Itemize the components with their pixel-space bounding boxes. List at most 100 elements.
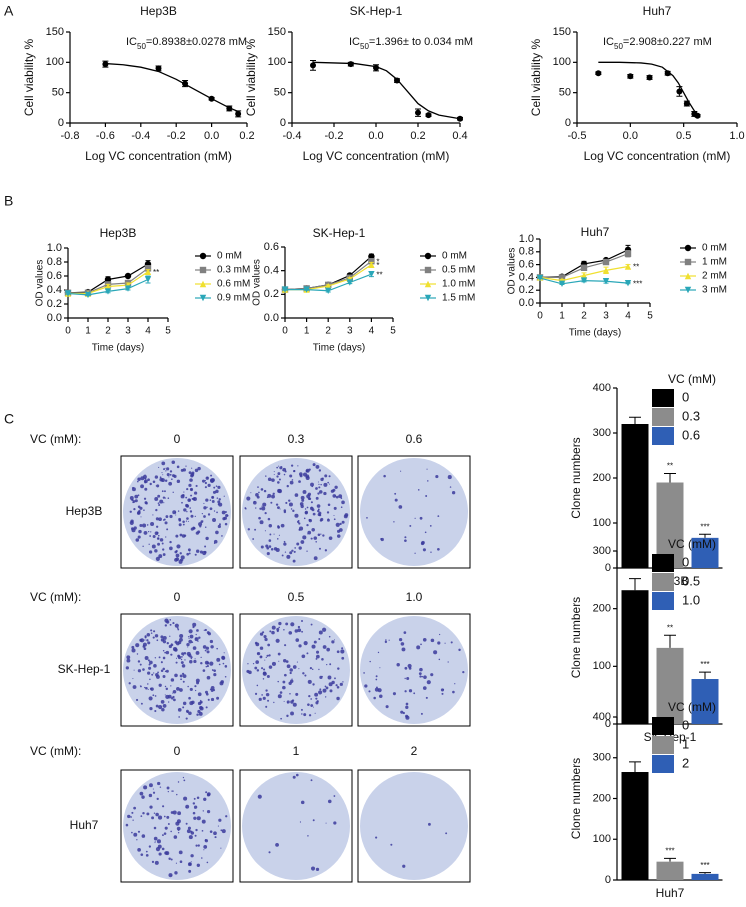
colony [402, 864, 406, 868]
colony [150, 629, 153, 632]
colony [264, 637, 268, 642]
colony [277, 472, 281, 476]
colony [317, 481, 319, 483]
colony [147, 671, 151, 675]
colony [269, 630, 272, 633]
annotation-part: 50 [614, 42, 623, 51]
colony [151, 673, 154, 676]
colony [162, 474, 164, 476]
colony [301, 654, 306, 659]
colony [256, 684, 259, 687]
colony [161, 461, 166, 466]
colony [268, 545, 272, 548]
y-tick-label: 300 [593, 545, 611, 557]
colony [167, 694, 172, 699]
colony [310, 482, 314, 487]
colony [224, 665, 228, 668]
fit-curve [312, 61, 461, 120]
colony [303, 517, 306, 520]
colony [180, 661, 184, 665]
colony [189, 510, 193, 513]
colony [149, 678, 151, 681]
colony [340, 649, 345, 654]
colony [277, 481, 280, 484]
colony [172, 622, 175, 625]
colony [437, 547, 440, 551]
colony [307, 703, 310, 706]
y-tick-label: 300 [593, 427, 611, 439]
colony [404, 536, 407, 539]
colony [202, 550, 207, 556]
colony [189, 634, 194, 639]
bar [691, 537, 719, 568]
colony [201, 479, 206, 483]
colony [320, 533, 322, 535]
colony [188, 471, 192, 475]
colony [335, 522, 340, 527]
colony [190, 854, 194, 858]
colony [140, 702, 143, 705]
colony [159, 476, 162, 479]
colony [207, 513, 211, 516]
colony [204, 479, 206, 482]
legend-swatch [652, 554, 674, 572]
colony [137, 480, 139, 483]
colony [147, 683, 149, 685]
colony [203, 849, 205, 851]
colony [170, 685, 172, 687]
colony [159, 538, 164, 542]
colony [404, 690, 407, 693]
colony [333, 639, 335, 641]
colony [148, 663, 151, 666]
colony [313, 556, 318, 561]
colony [129, 510, 132, 513]
colony [165, 470, 167, 472]
colony [178, 523, 182, 527]
x-axis-label: Log VC concentration (mM) [303, 149, 450, 163]
plate-header: VC (mM): [30, 744, 81, 758]
colony [196, 713, 199, 716]
colony [206, 809, 211, 814]
colony [203, 629, 205, 631]
colony [195, 633, 197, 636]
colony [406, 677, 410, 680]
colony [284, 644, 287, 647]
x-axis-label: Time (days) [313, 343, 365, 354]
y-tick-label: 0.8 [47, 256, 62, 268]
colony [379, 667, 381, 669]
colony [333, 514, 335, 516]
colony [310, 623, 313, 626]
colony [171, 460, 176, 465]
colony [147, 478, 150, 482]
colony [172, 692, 174, 694]
colony [197, 530, 201, 534]
colony [188, 869, 192, 873]
fit-curve [598, 61, 701, 117]
colony [146, 639, 149, 642]
colony [188, 711, 192, 716]
colony [325, 822, 327, 824]
colony [142, 668, 145, 671]
significance: ** [376, 270, 382, 279]
colony [142, 811, 145, 815]
colony [158, 683, 162, 687]
colony [294, 513, 299, 518]
colony [205, 791, 208, 794]
annotation-part: 50 [137, 42, 146, 51]
colony [248, 670, 252, 675]
marker [624, 263, 632, 270]
colony [181, 664, 186, 668]
colony [139, 791, 144, 796]
colony [326, 518, 330, 522]
plate-row-label: SK-Hep-1 [58, 662, 111, 676]
colony [273, 473, 275, 475]
colony [164, 479, 168, 482]
colony [273, 533, 275, 535]
colony [160, 661, 163, 664]
error-bar [664, 634, 676, 648]
colony [273, 701, 275, 704]
significance: *** [700, 861, 709, 870]
colony [285, 660, 289, 663]
significance: *** [700, 660, 709, 669]
colony [266, 674, 270, 679]
